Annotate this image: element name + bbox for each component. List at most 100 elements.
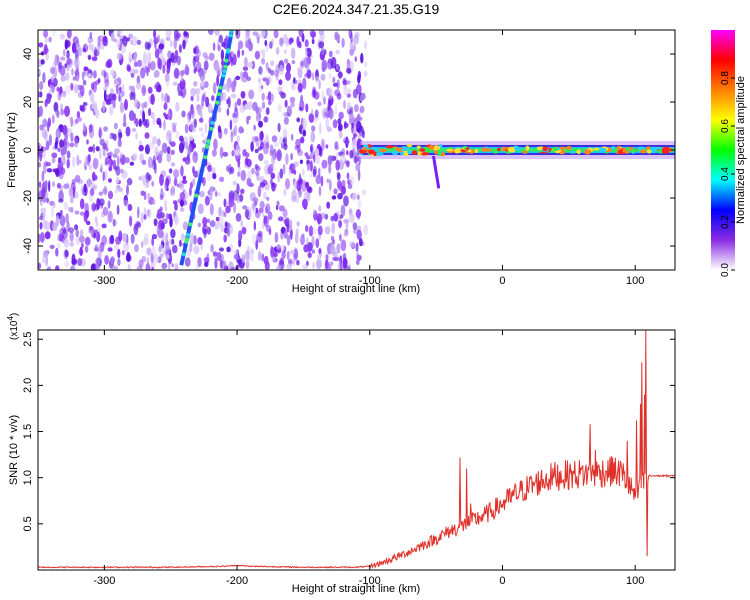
colorbar-fill <box>711 30 735 270</box>
noise-blob <box>180 165 184 177</box>
noise-blob <box>237 171 241 177</box>
band-blob <box>616 145 621 151</box>
noise-blob <box>336 79 340 90</box>
x-tick-label: 100 <box>626 575 644 587</box>
noise-blob <box>259 200 265 210</box>
noise-blob <box>105 98 112 106</box>
noise-blob <box>336 172 341 181</box>
noise-blob <box>52 77 58 87</box>
noise-blob <box>313 209 317 215</box>
noise-blob <box>45 162 51 167</box>
track-point <box>209 126 214 131</box>
noise-blob <box>350 32 353 43</box>
noise-blob <box>288 169 292 176</box>
noise-blob <box>198 117 204 123</box>
track-point <box>181 252 186 257</box>
noise-blob <box>159 174 164 186</box>
noise-blob <box>179 78 186 90</box>
noise-blob <box>203 256 210 264</box>
noise-blob <box>309 30 316 38</box>
band-blob <box>637 146 645 150</box>
noise-blob <box>51 82 56 93</box>
noise-blob <box>182 175 187 181</box>
noise-blob <box>154 145 159 158</box>
noise-blob <box>166 151 172 163</box>
noise-blob <box>69 265 76 270</box>
noise-blob <box>318 248 322 255</box>
noise-blob <box>103 85 108 93</box>
noise-blob <box>325 254 329 263</box>
noise-blob <box>311 72 315 81</box>
noise-blob <box>203 228 207 239</box>
noise-blob <box>167 50 172 60</box>
noise-blob <box>86 154 91 166</box>
noise-blob <box>223 234 227 243</box>
band-blob <box>403 152 409 156</box>
noise-blob <box>109 108 114 115</box>
noise-blob <box>113 38 117 43</box>
noise-blob <box>229 119 233 131</box>
noise-blob <box>62 124 68 136</box>
noise-blob <box>262 48 266 59</box>
noise-blob <box>283 116 289 125</box>
noise-blob <box>91 99 96 110</box>
noise-blob <box>252 207 257 214</box>
noise-blob <box>158 121 162 129</box>
noise-blob <box>255 170 259 177</box>
noise-blob <box>166 68 170 75</box>
noise-blob <box>224 221 228 228</box>
noise-blob <box>44 180 48 187</box>
noise-blob <box>311 125 316 132</box>
noise-blob <box>333 188 338 195</box>
track-point <box>206 139 211 144</box>
noise-blob <box>314 148 320 157</box>
noise-blob <box>298 30 303 38</box>
band-blob <box>496 147 501 152</box>
noise-blob <box>49 93 52 99</box>
noise-blob <box>294 181 297 189</box>
noise-blob <box>210 244 214 253</box>
noise-blob <box>172 81 178 86</box>
noise-blob <box>351 193 357 201</box>
colorbar-tick-label: 0.6 <box>720 119 731 133</box>
noise-blob <box>98 191 104 196</box>
noise-blob <box>42 250 49 258</box>
band-blob <box>400 148 409 152</box>
noise-blob <box>152 198 156 205</box>
noise-blob <box>82 122 86 132</box>
noise-blob <box>328 72 332 79</box>
noise-blob <box>184 123 189 134</box>
noise-blob <box>48 36 52 43</box>
noise-blob <box>85 69 88 78</box>
noise-blob <box>281 244 286 251</box>
top-x-axis-label: Height of straight line (km) <box>292 283 420 295</box>
noise-blob <box>267 100 272 106</box>
noise-blob <box>130 39 133 45</box>
noise-blob <box>318 30 324 36</box>
noise-blob <box>144 41 149 50</box>
y-tick-label: 1.5 <box>22 424 34 439</box>
noise-blob <box>147 192 151 201</box>
noise-blob <box>263 215 268 225</box>
noise-blob <box>254 136 259 142</box>
noise-blob <box>59 33 65 40</box>
noise-blob <box>291 189 298 201</box>
noise-blob <box>43 30 49 38</box>
noise-blob <box>179 167 184 176</box>
noise-blob <box>306 190 311 203</box>
track-point <box>224 58 229 63</box>
noise-blob <box>93 174 98 181</box>
y-multiplier-label: (x104) <box>6 313 20 340</box>
noise-blob <box>187 110 192 116</box>
noise-blob <box>140 67 146 79</box>
noise-blob <box>196 93 200 102</box>
noise-blob <box>245 152 250 158</box>
band-blob <box>493 149 499 154</box>
band-blob <box>593 147 600 151</box>
noise-blob <box>63 144 67 155</box>
noise-blob <box>260 30 266 38</box>
noise-blob <box>271 38 275 46</box>
noise-blob <box>44 37 48 44</box>
noise-blob <box>150 111 155 119</box>
snr-panel: -300 -200 -100 0 100 0.5 1.0 1.5 2.0 2.5 Height … <box>6 313 676 595</box>
